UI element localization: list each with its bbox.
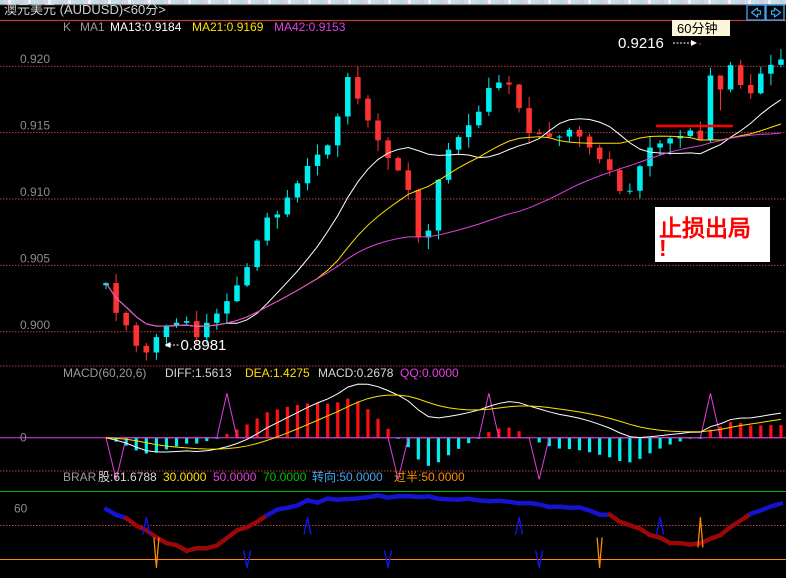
svg-text:MA13:0.9184: MA13:0.9184 <box>110 20 182 34</box>
svg-text:0.920: 0.920 <box>20 52 50 66</box>
svg-text:MA1: MA1 <box>80 20 105 34</box>
svg-text:0.910: 0.910 <box>20 185 50 199</box>
svg-text:0.8981: 0.8981 <box>181 337 227 354</box>
svg-text:股:61.6788: 股:61.6788 <box>98 470 157 484</box>
svg-text:0.915: 0.915 <box>20 119 50 133</box>
svg-text:MACD(60,20,6): MACD(60,20,6) <box>63 366 146 380</box>
svg-text:K: K <box>63 20 71 34</box>
svg-text:BRAR: BRAR <box>63 470 97 484</box>
svg-text:60分钟: 60分钟 <box>677 21 717 36</box>
svg-text:转向:50.0000: 转向:50.0000 <box>312 469 383 484</box>
svg-text:70.0000: 70.0000 <box>263 470 307 484</box>
svg-text:澳元美元 (AUDUSD)<60分>: 澳元美元 (AUDUSD)<60分> <box>4 2 166 17</box>
svg-text:QQ:0.0000: QQ:0.0000 <box>400 366 459 380</box>
svg-text:MA21:0.9169: MA21:0.9169 <box>192 20 264 34</box>
svg-text:60: 60 <box>14 502 28 516</box>
svg-text:止损出局: 止损出局 <box>659 215 751 241</box>
svg-text:0: 0 <box>20 431 27 445</box>
svg-text:0.905: 0.905 <box>20 251 50 265</box>
svg-text:0.9216: 0.9216 <box>618 35 664 52</box>
svg-text:DEA:1.4275: DEA:1.4275 <box>245 366 310 380</box>
svg-text:MACD:0.2678: MACD:0.2678 <box>318 366 394 380</box>
svg-text:!: ! <box>659 235 667 261</box>
svg-text:DIFF:1.5613: DIFF:1.5613 <box>165 366 232 380</box>
svg-text:0.900: 0.900 <box>20 318 50 332</box>
svg-text:过半:50.0000: 过半:50.0000 <box>394 470 465 484</box>
svg-text:50.0000: 50.0000 <box>213 470 257 484</box>
svg-text:MA42:0.9153: MA42:0.9153 <box>274 20 346 34</box>
svg-text:30.0000: 30.0000 <box>163 470 207 484</box>
